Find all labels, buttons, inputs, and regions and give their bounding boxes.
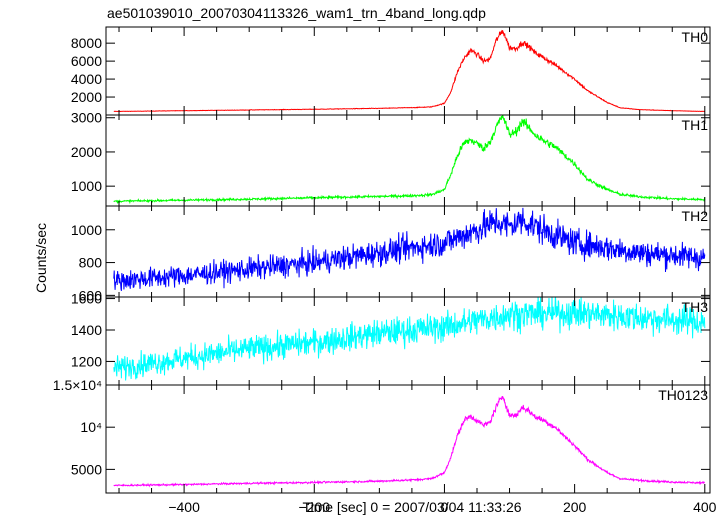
panel-th1: 1000 2000 3000 TH1 (71, 110, 711, 207)
y-axis-label: Counts/sec (33, 223, 49, 293)
y-tick-label: 10⁴ (80, 419, 102, 435)
panel-frame (105, 296, 711, 386)
series-label-th1: TH1 (682, 117, 709, 133)
y-tick-label: 5000 (71, 461, 102, 477)
panel-th3: 1200 1400 1600 TH3 (71, 291, 711, 386)
x-tick-label: −200 (299, 499, 331, 515)
x-tick-label: −400 (168, 499, 200, 515)
series-line-th0123 (113, 395, 705, 488)
y-tick-label: 1200 (71, 353, 102, 369)
y-tick-label: 1400 (71, 322, 102, 338)
panel-th2: 600 800 1000 TH2 (71, 205, 711, 303)
series-line-th3 (113, 297, 706, 381)
y-tick-label: 3000 (71, 110, 102, 126)
series-line-th2 (113, 207, 706, 291)
series-line-th1 (113, 115, 706, 205)
figure-title: ae501039010_20070304113326_wam1_trn_4ban… (107, 5, 486, 21)
panel-frame (105, 384, 711, 494)
x-tick-label: 400 (693, 499, 717, 515)
series-line-th0 (113, 29, 706, 113)
panel-th0123: 5000 10⁴ 1.5×10⁴ TH0123 (53, 377, 711, 494)
y-tick-label: 6000 (71, 53, 102, 69)
x-axis-label: Time [sec] 0 = 2007/03/04 11:33:26 (302, 499, 521, 515)
x-tick-label: 200 (563, 499, 587, 515)
y-tick-label: 1000 (71, 222, 102, 238)
y-tick-label: 1600 (71, 291, 102, 307)
y-tick-label: 800 (79, 255, 103, 271)
panel-frame (105, 26, 711, 116)
y-tick-label: 600 (79, 287, 103, 303)
series-label-th3: TH3 (682, 299, 709, 315)
x-tick-label: 0 (441, 499, 449, 515)
y-tick-label: 2000 (71, 89, 102, 105)
y-tick-label: 1.5×10⁴ (53, 377, 102, 393)
series-label-th2: TH2 (682, 208, 709, 224)
y-tick-label: 1000 (71, 178, 102, 194)
panel-frame (105, 114, 711, 207)
y-tick-label: 8000 (71, 35, 102, 51)
panel-th0: 2000 4000 6000 8000 TH0 (71, 26, 711, 116)
series-label-th0123: TH0123 (658, 387, 708, 403)
y-tick-label: 2000 (71, 144, 102, 160)
y-tick-label: 4000 (71, 71, 102, 87)
series-label-th0: TH0 (682, 29, 709, 45)
